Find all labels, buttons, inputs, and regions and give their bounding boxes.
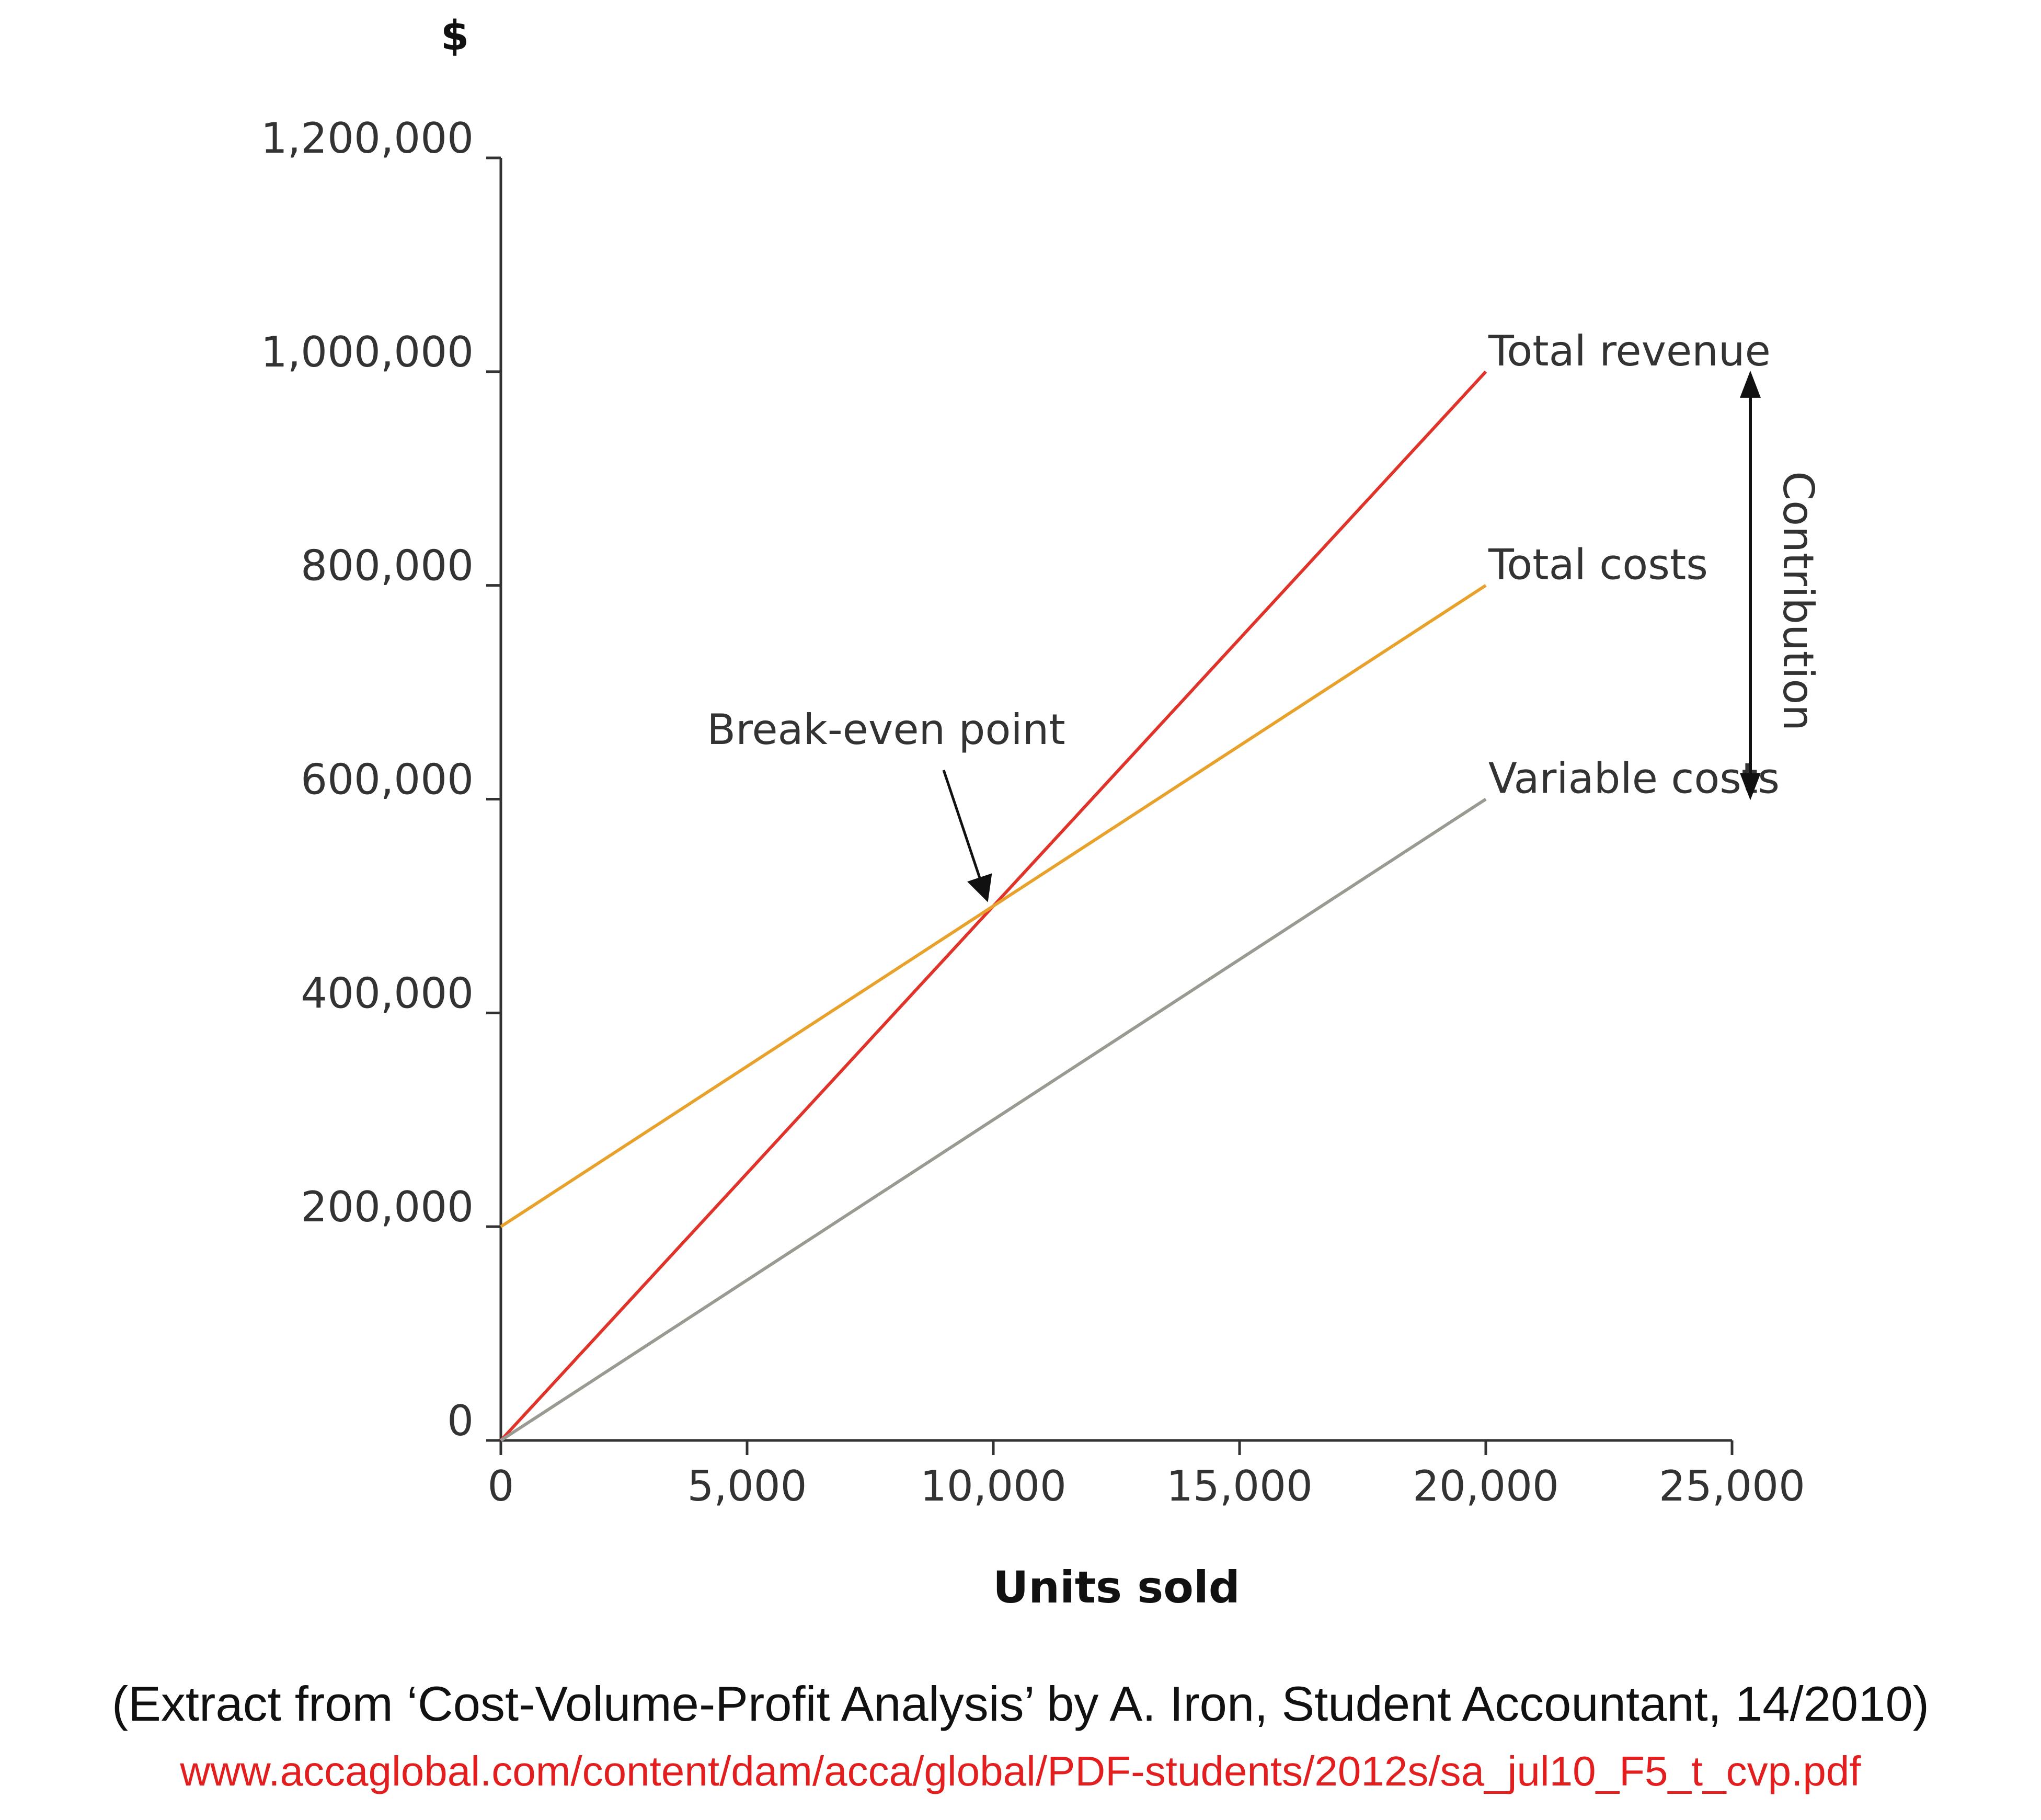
x-tick-label: 25,000 (1659, 1462, 1805, 1510)
y-tick-label: 800,000 (301, 542, 474, 590)
contribution-label: Contribution (1774, 471, 1822, 731)
x-tick-label: 15,000 (1166, 1462, 1313, 1510)
series-line (500, 584, 1487, 1228)
y-tick-label: 400,000 (301, 969, 474, 1017)
series-label: Total revenue (1488, 327, 1771, 375)
series-label: Variable costs (1488, 754, 1780, 803)
y-tick-label: 1,200,000 (261, 114, 474, 163)
x-tick-label: 5,000 (687, 1462, 807, 1510)
annotations: Break-even point Contribution (707, 370, 1822, 902)
contribution-arrow-up (1740, 370, 1761, 398)
axes: 0 200,000 400,000 600,000 800,000 1,000,000 1,… (261, 13, 1805, 1613)
y-tick-label: 1,000,000 (261, 328, 474, 376)
source-caption: (Extract from ‘Cost-Volume-Profit Analys… (111, 1676, 1930, 1731)
x-axis-title: Units sold (993, 1562, 1240, 1613)
y-tick-label: 600,000 (301, 756, 474, 804)
break-even-label: Break-even point (707, 705, 1065, 754)
x-tick-label: 10,000 (920, 1462, 1067, 1510)
contribution-arrow-down (1740, 773, 1761, 800)
y-tick-label: 0 (447, 1397, 474, 1445)
x-tick-label: 20,000 (1413, 1462, 1559, 1510)
series-label: Total costs (1488, 541, 1708, 589)
series-line (500, 797, 1487, 1442)
y-tick-label: 200,000 (301, 1183, 474, 1231)
x-tick-label: 0 (488, 1462, 514, 1510)
break-even-arrow (942, 770, 992, 902)
source-url: www.accaglobal.com/content/dam/acca/glob… (180, 1748, 1861, 1794)
y-axis-title: $ (441, 13, 469, 60)
series-lines: Total revenue Total costs Variable costs (499, 327, 1780, 1442)
